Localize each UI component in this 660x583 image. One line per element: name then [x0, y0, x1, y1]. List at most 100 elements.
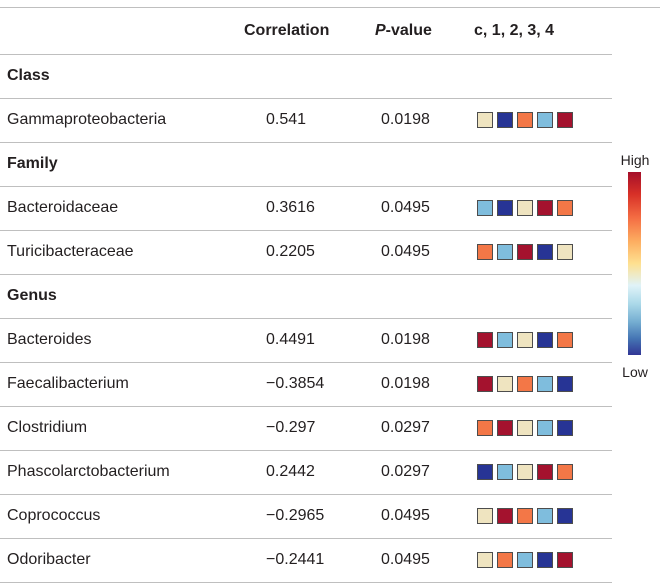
color-square	[557, 464, 573, 480]
header-correlation: Correlation	[230, 8, 367, 55]
group-color-cell	[461, 186, 612, 231]
color-square	[537, 552, 553, 568]
correlation-value: −0.2965	[230, 494, 367, 539]
color-square	[517, 244, 533, 260]
p-value: 0.0198	[367, 362, 461, 407]
taxon-name: Gammaproteobacteria	[0, 98, 230, 143]
header-p-rest: -value	[385, 21, 432, 39]
color-square	[477, 200, 493, 216]
color-square	[477, 112, 493, 128]
color-square	[557, 420, 573, 436]
correlation-value: 0.541	[230, 98, 367, 143]
color-square	[557, 552, 573, 568]
table-row: Odoribacter −0.2441 0.0495	[0, 538, 612, 583]
table-row: Clostridium −0.297 0.0297	[0, 406, 612, 451]
taxon-name: Clostridium	[0, 406, 230, 451]
group-color-squares	[477, 508, 612, 524]
header-name	[0, 8, 230, 55]
p-value: 0.0297	[367, 450, 461, 495]
correlation-value: −0.297	[230, 406, 367, 451]
group-color-squares	[477, 200, 612, 216]
table-header-row: Correlation P-value c, 1, 2, 3, 4	[0, 8, 612, 55]
color-square	[557, 244, 573, 260]
header-p-italic: P	[375, 21, 386, 39]
legend-high-label: High	[620, 152, 650, 168]
taxon-name: Faecalibacterium	[0, 362, 230, 407]
p-value: 0.0297	[367, 406, 461, 451]
p-value: 0.0495	[367, 230, 461, 275]
color-square	[517, 112, 533, 128]
correlation-value: −0.3854	[230, 362, 367, 407]
table-body: Class Gammaproteobacteria 0.541 0.0198 Famil…	[0, 54, 612, 583]
group-color-squares	[477, 376, 612, 392]
taxon-name: Turicibacteraceae	[0, 230, 230, 275]
table-row: Phascolarctobacterium 0.2442 0.0297	[0, 450, 612, 495]
color-square	[517, 464, 533, 480]
p-value: 0.0198	[367, 98, 461, 143]
color-square	[537, 332, 553, 348]
color-square	[497, 376, 513, 392]
color-square	[557, 200, 573, 216]
color-square	[517, 552, 533, 568]
color-square	[537, 376, 553, 392]
color-square	[497, 244, 513, 260]
group-color-squares	[477, 552, 612, 568]
color-square	[537, 464, 553, 480]
color-square	[537, 420, 553, 436]
correlation-value: 0.4491	[230, 318, 367, 363]
color-square	[497, 508, 513, 524]
color-square	[497, 332, 513, 348]
table-row: Gammaproteobacteria 0.541 0.0198	[0, 98, 612, 143]
taxon-name: Coprococcus	[0, 494, 230, 539]
group-color-cell	[461, 494, 612, 539]
color-square	[537, 200, 553, 216]
taxon-name: Phascolarctobacterium	[0, 450, 230, 495]
color-legend: High Low	[610, 152, 660, 392]
color-square	[537, 244, 553, 260]
group-color-cell	[461, 362, 612, 407]
color-square	[497, 420, 513, 436]
color-square	[517, 508, 533, 524]
color-square	[557, 332, 573, 348]
group-color-cell	[461, 318, 612, 363]
color-square	[537, 112, 553, 128]
color-square	[557, 112, 573, 128]
table-row: Coprococcus −0.2965 0.0495	[0, 494, 612, 539]
legend-low-label: Low	[622, 364, 648, 380]
group-color-cell	[461, 230, 612, 275]
color-square	[517, 376, 533, 392]
group-color-cell	[461, 538, 612, 583]
color-square	[477, 332, 493, 348]
p-value: 0.0495	[367, 186, 461, 231]
section-title: Class	[0, 54, 612, 99]
color-square	[517, 200, 533, 216]
header-groups: c, 1, 2, 3, 4	[461, 8, 612, 55]
correlation-value: 0.2442	[230, 450, 367, 495]
color-square	[477, 376, 493, 392]
color-square	[497, 464, 513, 480]
group-color-squares	[477, 112, 612, 128]
p-value: 0.0495	[367, 494, 461, 539]
group-color-squares	[477, 464, 612, 480]
color-square	[477, 508, 493, 524]
table-row: Faecalibacterium −0.3854 0.0198	[0, 362, 612, 407]
group-color-cell	[461, 98, 612, 143]
group-color-squares	[477, 332, 612, 348]
color-square	[477, 464, 493, 480]
section-title: Genus	[0, 274, 612, 319]
color-square	[497, 200, 513, 216]
table-row: Turicibacteraceae 0.2205 0.0495	[0, 230, 612, 275]
correlation-value: 0.3616	[230, 186, 367, 231]
color-square	[557, 376, 573, 392]
table-row: Bacteroidaceae 0.3616 0.0495	[0, 186, 612, 231]
color-square	[557, 508, 573, 524]
taxon-name: Bacteroidaceae	[0, 186, 230, 231]
section-row: Genus	[0, 274, 612, 319]
correlation-value: −0.2441	[230, 538, 367, 583]
section-row: Family	[0, 142, 612, 187]
top-rule	[0, 7, 660, 8]
p-value: 0.0198	[367, 318, 461, 363]
group-color-cell	[461, 406, 612, 451]
color-square	[517, 420, 533, 436]
color-square	[477, 420, 493, 436]
